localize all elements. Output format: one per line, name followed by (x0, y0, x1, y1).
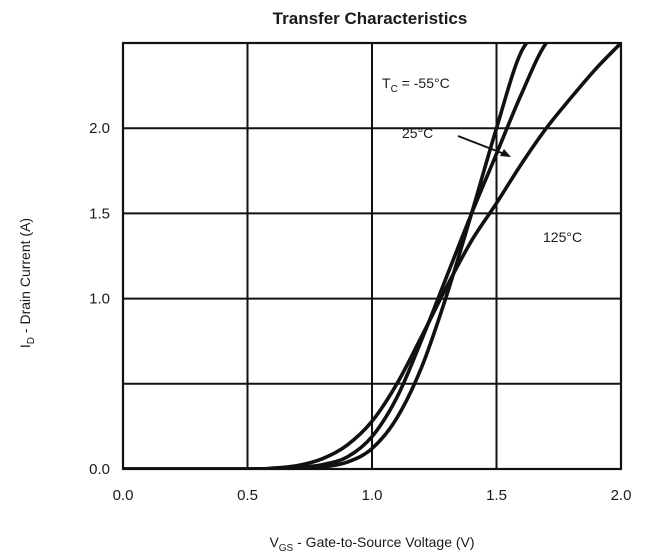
series-line-0 (123, 43, 529, 469)
x-axis-label: VGS - Gate-to-Source Voltage (V) (269, 534, 474, 554)
series-line-1 (123, 43, 549, 469)
x-tick-label: 1.0 (362, 487, 383, 504)
y-axis-label: ID - Drain Current (A) (17, 218, 37, 348)
annotation-25c: 25°C (402, 125, 433, 141)
x-tick-labels: 0.0 0.5 1.0 1.5 2.0 (113, 487, 632, 504)
grid-lines (123, 43, 621, 469)
plot-frame (121, 41, 623, 471)
x-tick-label: 0.0 (113, 487, 134, 504)
annotation-25c-arrowhead (500, 149, 511, 157)
x-tick-label: 2.0 (611, 487, 632, 504)
curves (123, 43, 621, 469)
annotation-125c: 125°C (543, 229, 582, 245)
chart-title: Transfer Characteristics (273, 9, 468, 28)
annotation-25c-arrow (457, 135, 508, 156)
x-tick-label: 0.5 (237, 487, 258, 504)
y-tick-label: 1.0 (89, 291, 110, 308)
y-tick-label: 1.5 (89, 205, 110, 222)
series-line-2 (123, 43, 621, 469)
y-tick-label: 2.0 (89, 120, 110, 137)
tc-annotation: TC = -55°C (382, 75, 450, 95)
y-tick-labels: 0.0 1.0 1.5 2.0 (89, 120, 110, 478)
x-tick-label: 1.5 (486, 487, 507, 504)
y-tick-label: 0.0 (89, 461, 110, 478)
